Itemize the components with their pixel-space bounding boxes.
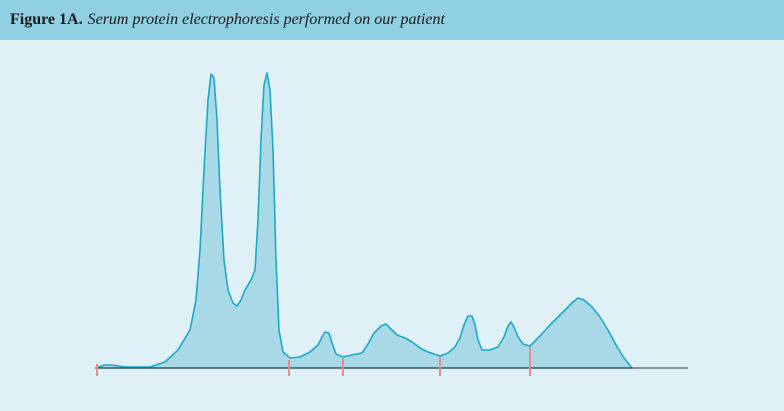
figure-label: Figure 1A. <box>10 11 83 28</box>
electrophoresis-trace <box>95 72 688 376</box>
trace-area <box>96 72 633 369</box>
figure-header: Figure 1A. Serum protein electrophoresis… <box>0 0 784 40</box>
figure-caption: Serum protein electrophoresis performed … <box>87 11 445 28</box>
fraction-dividers <box>96 347 531 376</box>
